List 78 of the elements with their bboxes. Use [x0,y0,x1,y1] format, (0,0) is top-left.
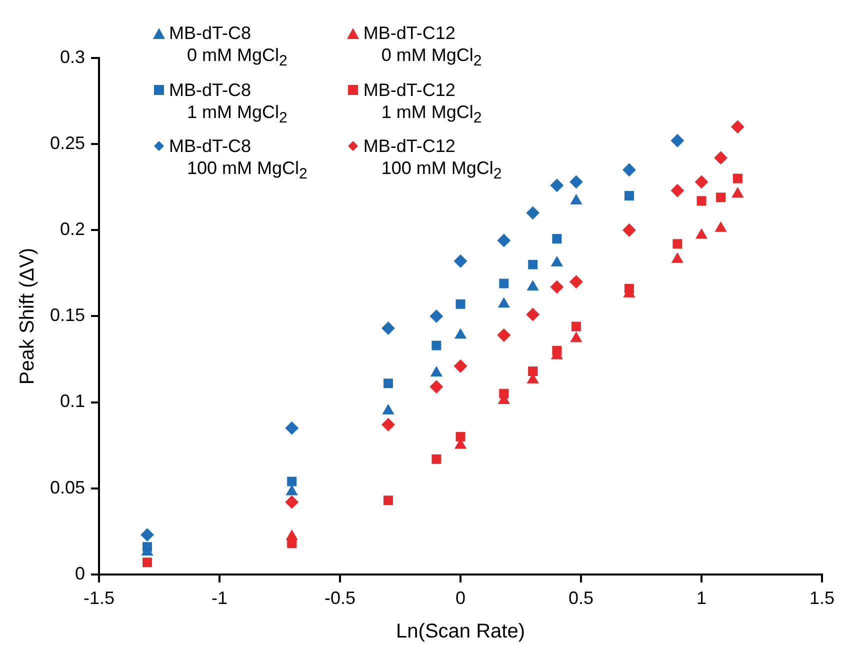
point [382,418,395,432]
point [454,328,466,339]
point [732,174,742,184]
x-tick-label: 0.5 [568,588,594,608]
point [430,310,443,323]
point [622,224,636,237]
point [497,328,510,342]
point [622,163,636,176]
point [142,558,152,568]
point [286,530,298,540]
x-tick-label: 0 [456,588,466,608]
point [731,120,744,134]
point [499,278,509,288]
point [286,485,298,496]
legend-label: MB-dT-C12 1 mM MgCl$_{2}$ [363,78,482,128]
point [732,187,744,198]
point [454,360,468,373]
point [550,280,564,294]
point [570,332,582,342]
y-axis-title: Peak Shift (ΔV) [16,248,39,385]
point [382,322,395,335]
point [456,432,466,442]
legend-label: MB-dT-C8 1 mM MgCl$_{2}$ [169,78,288,128]
legend-label: MB-dT-C8 100 mM MgCl$_{2}$ [169,135,308,185]
x-tick-label: -1 [212,588,228,608]
point [672,252,684,263]
point [695,175,708,188]
x-tick-label: 1 [696,588,707,608]
point [383,378,393,388]
y-tick-label: 0.15 [50,305,86,326]
y-tick-label: 0.3 [60,46,86,67]
point [432,340,442,350]
point [570,194,582,204]
point [670,184,684,198]
x-tick-label: 1.5 [809,588,835,608]
point [571,322,581,332]
x-axis-title: Ln(Scan Rate) [396,620,525,643]
point [497,234,510,247]
point [526,308,540,321]
point [454,254,468,268]
y-tick-label: 0 [75,563,86,584]
point [527,280,539,290]
point [570,175,583,188]
point [498,298,510,308]
point [528,260,538,270]
point [550,178,564,192]
point [430,380,443,394]
point [624,190,634,200]
point [456,299,466,309]
point [552,234,562,244]
point [430,366,442,377]
y-tick-label: 0.2 [60,219,86,240]
point [670,134,684,148]
point [696,196,706,206]
point [716,192,726,202]
point [285,422,298,435]
point [526,206,540,220]
point [714,151,728,164]
point [140,528,154,542]
point [715,222,726,232]
x-tick-label: -0.5 [324,588,356,608]
point [672,239,682,249]
legend-label: MB-dT-C12 100 mM MgCl$_{2}$ [363,135,502,185]
point [383,496,393,506]
y-tick-label: 0.25 [50,133,86,154]
point [382,404,394,414]
legend-label: MB-dT-C12 0 mM MgCl$_{2}$ [363,22,482,72]
x-tick-label: -1.5 [84,588,115,608]
point [285,496,298,509]
point [570,275,583,288]
y-tick-label: 0.05 [50,477,86,498]
point [551,256,563,266]
y-tick-label: 0.1 [60,391,86,412]
legend-label: MB-dT-C8 0 mM MgCl$_{2}$ [169,22,288,72]
point [696,228,708,239]
point [432,454,442,464]
point [287,476,297,486]
point [528,366,538,376]
